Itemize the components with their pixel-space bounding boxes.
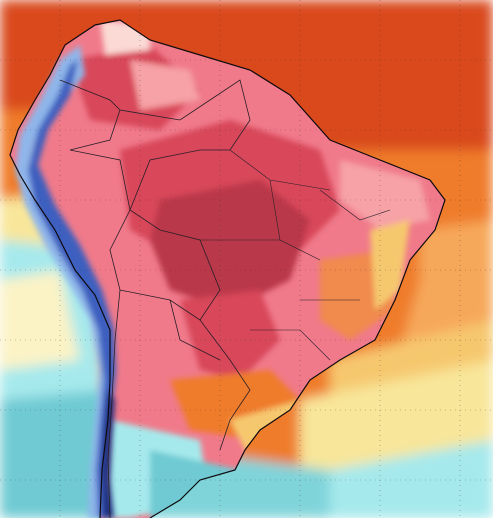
land-northeast-light-pink [340, 160, 430, 230]
ocean-east-light-orange [400, 220, 493, 350]
border-brazil-states [200, 149, 391, 361]
coastline [9, 19, 446, 518]
border-peru [69, 149, 131, 211]
land-core-deep-red [150, 180, 310, 310]
border-argentina-chile [107, 289, 121, 518]
land-guiana-light [130, 60, 200, 110]
land-field [10, 20, 445, 518]
border-colombia [59, 79, 121, 151]
ocean-southwest-teal [0, 390, 110, 518]
borders [9, 19, 446, 518]
ocean-southeast-cyan [330, 440, 493, 518]
